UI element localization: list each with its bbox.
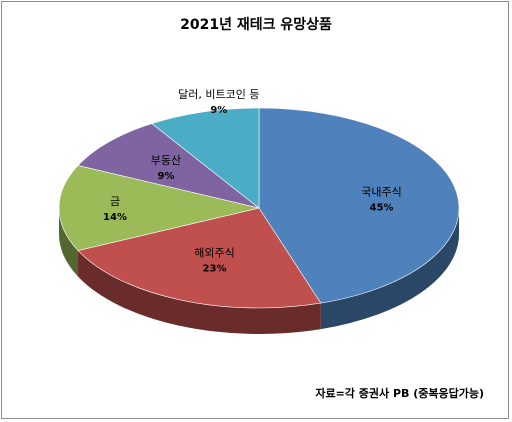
pie-slice-2[interactable] xyxy=(58,165,260,251)
source-note: 자료=각 증권사 PB (중복응답가능) xyxy=(315,387,484,400)
pie-slice-4[interactable] xyxy=(151,107,260,209)
chart-title: 2021년 재테크 유망상품 xyxy=(180,17,332,33)
slice-side-1 xyxy=(78,250,321,334)
slice-label-4: 달러, 비트코인 등 xyxy=(178,88,259,101)
pie-slice-0[interactable] xyxy=(258,107,460,304)
slice-label-0: 국내주식 xyxy=(361,185,401,198)
slice-value-3: 9% xyxy=(157,171,174,182)
slice-label-1: 해외주식 xyxy=(194,245,234,259)
slice-side-2 xyxy=(59,208,79,277)
slice-value-2: 14% xyxy=(103,212,127,223)
slice-side-0 xyxy=(320,208,459,330)
slice-label-3: 부동산 xyxy=(151,154,181,167)
slice-value-4: 9% xyxy=(210,105,227,116)
pie-slice-3[interactable] xyxy=(77,123,260,209)
slice-value-0: 45% xyxy=(370,202,394,213)
pie-slice-1[interactable] xyxy=(77,207,322,309)
slice-value-1: 23% xyxy=(203,263,227,274)
slice-label-2: 금 xyxy=(110,195,120,208)
